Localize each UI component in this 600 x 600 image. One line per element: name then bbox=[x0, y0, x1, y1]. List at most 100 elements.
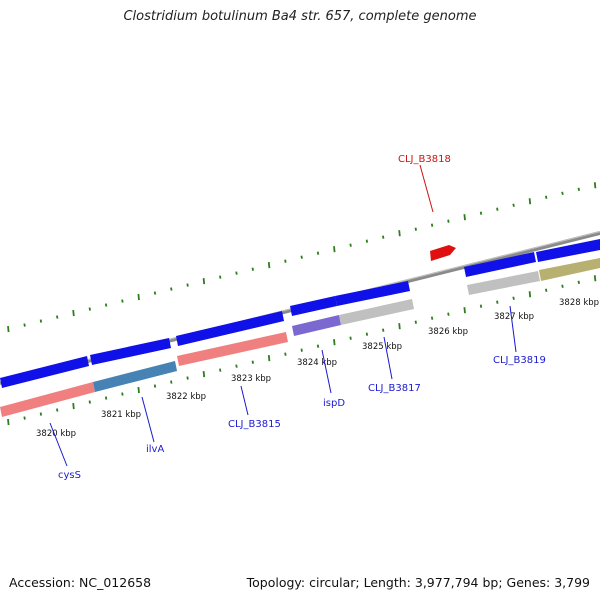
inner-tick-mark bbox=[447, 312, 450, 316]
inner-tick-mark bbox=[430, 316, 434, 320]
inner-tick-mark bbox=[121, 392, 124, 396]
outer-tick-mark bbox=[382, 235, 385, 239]
feature-clj-b3817[interactable] bbox=[339, 299, 414, 325]
feature-row bbox=[0, 258, 600, 417]
outer-tick-mark bbox=[23, 323, 26, 327]
kbp-label: 3820 kbp bbox=[36, 429, 76, 439]
outer-tick-mark bbox=[463, 214, 466, 221]
gene-label-clj-b3815[interactable]: CLJ_B3815 bbox=[228, 419, 281, 430]
outer-tick-mark bbox=[219, 275, 222, 279]
outer-tick-mark bbox=[88, 307, 91, 311]
gene-forward-7[interactable] bbox=[536, 239, 600, 262]
outer-tick-row bbox=[7, 182, 597, 333]
outer-tick-mark bbox=[7, 325, 10, 333]
inner-tick-mark bbox=[398, 323, 401, 330]
accession-text: Accession: NC_012658 bbox=[9, 575, 152, 590]
kbp-label: 3827 kbp bbox=[494, 312, 534, 322]
feature-ilva[interactable] bbox=[93, 361, 177, 392]
genome-title: Clostridium botulinum Ba4 str. 657, comp… bbox=[123, 9, 477, 24]
gene-label-clj-b3818[interactable]: CLJ_B3818 bbox=[398, 154, 451, 165]
inner-tick-mark bbox=[414, 320, 417, 324]
outer-tick-mark bbox=[300, 255, 303, 259]
inner-tick-mark bbox=[267, 355, 271, 362]
inner-tick-mark bbox=[170, 380, 173, 384]
inner-tick-mark bbox=[316, 344, 320, 348]
gene-label-clj-b3819[interactable]: CLJ_B3819 bbox=[493, 355, 546, 366]
inner-tick-mark bbox=[479, 304, 483, 308]
gene-forward-4[interactable] bbox=[290, 296, 337, 316]
outer-tick-mark bbox=[235, 271, 238, 275]
gene-label-leaders bbox=[49, 164, 517, 467]
feature-clj-b3815[interactable] bbox=[177, 332, 288, 366]
gene-labels: cysS ilvA CLJ_B3815 ispD CLJ_B3817 CLJ_B… bbox=[58, 154, 546, 481]
kbp-label: 3824 kbp bbox=[297, 358, 337, 368]
outer-tick-mark bbox=[170, 287, 173, 291]
inner-tick-row bbox=[7, 275, 597, 426]
gene-forward-2[interactable] bbox=[90, 338, 171, 365]
outer-tick-mark bbox=[561, 191, 564, 195]
outer-tick-mark bbox=[430, 223, 434, 227]
gene-label-clj-b3817[interactable]: CLJ_B3817 bbox=[368, 383, 421, 394]
kbp-label: 3822 kbp bbox=[166, 392, 206, 402]
inner-tick-mark bbox=[153, 384, 157, 388]
outer-tick-mark bbox=[39, 319, 43, 323]
inner-tick-mark bbox=[593, 275, 597, 282]
inner-tick-mark bbox=[56, 408, 59, 412]
topology-text: Topology: circular; Length: 3,977,794 bp… bbox=[246, 575, 590, 590]
outer-tick-mark bbox=[528, 198, 532, 205]
inner-tick-mark bbox=[284, 352, 287, 356]
inner-tick-mark bbox=[463, 307, 466, 314]
kbp-label: 3828 kbp bbox=[559, 298, 599, 308]
gene-forward-6[interactable] bbox=[464, 252, 536, 277]
outer-tick-mark bbox=[447, 219, 450, 223]
outer-tick-mark bbox=[593, 182, 597, 189]
inner-tick-mark bbox=[23, 416, 26, 420]
inner-tick-mark bbox=[382, 328, 385, 332]
inner-tick-mark bbox=[104, 396, 108, 400]
inner-tick-mark bbox=[72, 402, 75, 410]
feature-cyss[interactable] bbox=[0, 382, 95, 417]
feature-ispd[interactable] bbox=[292, 315, 341, 336]
gene-label-cyss[interactable]: cysS bbox=[58, 470, 81, 481]
inner-tick-mark bbox=[235, 364, 238, 368]
kbp-label: 3821 kbp bbox=[101, 410, 141, 420]
inner-tick-mark bbox=[545, 288, 548, 292]
outer-tick-mark bbox=[121, 299, 124, 303]
outer-tick-mark bbox=[512, 203, 515, 207]
inner-tick-mark bbox=[349, 336, 352, 340]
outer-tick-mark bbox=[349, 243, 352, 247]
inner-tick-mark bbox=[365, 332, 369, 336]
gene-forward-3[interactable] bbox=[176, 311, 284, 346]
outer-tick-mark bbox=[202, 278, 206, 285]
inner-tick-mark bbox=[561, 284, 564, 288]
outer-tick-mark bbox=[284, 259, 287, 263]
outer-tick-mark bbox=[496, 207, 499, 211]
outer-tick-mark bbox=[153, 291, 157, 295]
inner-tick-mark bbox=[577, 280, 580, 284]
inner-tick-mark bbox=[512, 296, 515, 300]
outer-tick-mark bbox=[316, 251, 320, 255]
kbp-label: 3825 kbp bbox=[362, 342, 402, 352]
inner-tick-mark bbox=[137, 387, 140, 394]
feature-next[interactable] bbox=[539, 258, 600, 281]
gene-forward-1[interactable] bbox=[0, 356, 89, 388]
gene-forward-5[interactable] bbox=[335, 281, 410, 306]
gene-label-ispd[interactable]: ispD bbox=[323, 398, 345, 409]
outer-tick-mark bbox=[398, 230, 401, 237]
inner-tick-mark bbox=[7, 418, 10, 426]
outer-tick-mark bbox=[251, 267, 254, 271]
inner-tick-mark bbox=[300, 348, 303, 352]
inner-tick-mark bbox=[528, 291, 532, 298]
inner-tick-mark bbox=[251, 360, 254, 364]
gene-label-ilva[interactable]: ilvA bbox=[146, 444, 164, 455]
outer-tick-mark bbox=[56, 315, 59, 319]
outer-tick-mark bbox=[267, 262, 271, 269]
feature-clj-b3819[interactable] bbox=[467, 271, 540, 295]
outer-tick-mark bbox=[333, 246, 336, 253]
inner-tick-mark bbox=[39, 412, 43, 416]
outer-tick-mark bbox=[414, 227, 417, 231]
outer-tick-mark bbox=[545, 195, 548, 199]
outer-tick-mark bbox=[72, 309, 75, 317]
gene-clj-b3818-arrow[interactable] bbox=[430, 245, 456, 261]
